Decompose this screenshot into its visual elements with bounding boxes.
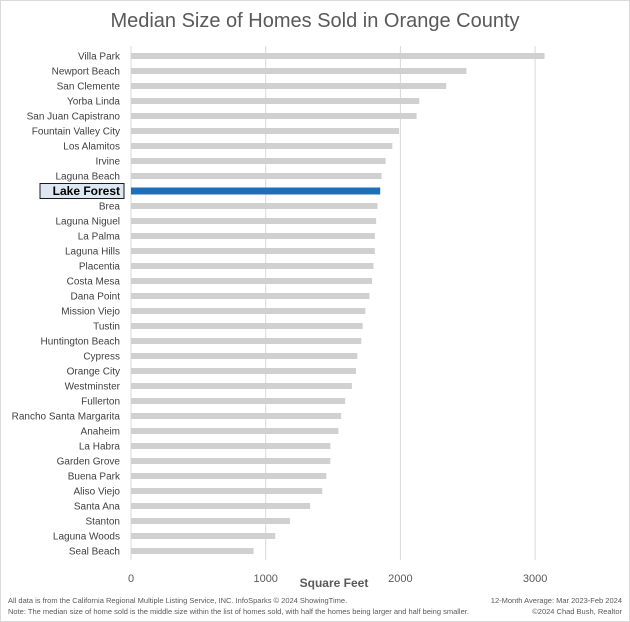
category-label: San Juan Capistrano <box>27 112 121 123</box>
x-axis-label: Square Feet <box>299 576 369 590</box>
bar-highlight <box>131 187 381 195</box>
bar <box>131 68 467 74</box>
x-tick-label-0: 0 <box>128 573 134 585</box>
category-label: Garden Grove <box>57 457 121 468</box>
category-label: Los Alamitos <box>63 142 120 153</box>
bar <box>131 443 331 449</box>
category-label: Tustin <box>93 322 120 333</box>
category-label: Newport Beach <box>52 67 120 78</box>
category-label: Laguna Niguel <box>56 217 121 228</box>
category-label: Irvine <box>96 157 121 168</box>
category-label: Dana Point <box>71 292 121 303</box>
bar <box>131 353 358 359</box>
category-label: Seal Beach <box>69 547 120 558</box>
category-label: La Habra <box>79 442 121 453</box>
bar <box>131 98 420 104</box>
highlight-label-box <box>39 183 125 199</box>
category-label: Westminster <box>65 382 121 393</box>
bar <box>131 413 342 419</box>
bar <box>131 383 352 389</box>
bar <box>131 203 378 209</box>
chart-title: Median Size of Homes Sold in Orange Coun… <box>110 10 520 32</box>
x-tick-label-3000: 3000 <box>523 573 547 585</box>
bar <box>131 368 356 374</box>
bar <box>131 398 346 404</box>
bar <box>131 293 370 299</box>
bar <box>131 158 386 164</box>
category-label: Fullerton <box>81 397 120 408</box>
bar <box>131 428 339 434</box>
bar <box>131 83 447 89</box>
category-label: Cypress <box>83 352 120 363</box>
footer-period: 12-Month Average: Mar 2023-Feb 2024 <box>490 596 622 605</box>
category-label: San Clemente <box>57 82 121 93</box>
bar <box>131 473 327 479</box>
bar <box>131 548 254 554</box>
bar <box>131 263 374 269</box>
category-label: Lake Forest <box>53 184 120 198</box>
bar <box>131 248 375 254</box>
category-label: Mission Viejo <box>61 307 120 318</box>
bar <box>131 128 400 134</box>
category-label: Laguna Beach <box>55 172 120 183</box>
bar <box>131 278 373 284</box>
footer-source: All data is from the California Regional… <box>8 596 348 605</box>
bar <box>131 488 323 494</box>
bar <box>131 173 382 179</box>
x-tick-label-1000: 1000 <box>253 573 277 585</box>
bar <box>131 338 362 344</box>
category-label: Aliso Viejo <box>73 487 120 498</box>
category-label: Anaheim <box>81 427 120 438</box>
bar <box>131 503 311 509</box>
bar <box>131 518 290 524</box>
x-tick-label-2000: 2000 <box>388 573 412 585</box>
category-label: Villa Park <box>78 52 121 63</box>
category-label: Placentia <box>79 262 121 273</box>
category-label: La Palma <box>78 232 121 243</box>
category-label: Santa Ana <box>74 502 121 513</box>
bar <box>131 218 377 224</box>
category-label: Costa Mesa <box>67 277 121 288</box>
bar <box>131 308 366 314</box>
category-label: Huntington Beach <box>40 337 120 348</box>
footer-note: Note: The median size of home sold is th… <box>8 607 469 616</box>
category-label: Yorba Linda <box>67 97 120 108</box>
bar <box>131 458 331 464</box>
bar <box>131 53 545 59</box>
footer-credit: ©2024 Chad Bush, Realtor <box>532 607 622 616</box>
bar <box>131 233 375 239</box>
category-label: Stanton <box>86 517 120 528</box>
bar <box>131 533 276 539</box>
bar-chart: 0 1000 2000 3000 Villa Park Newport Beach San … <box>12 46 547 585</box>
category-label: Laguna Woods <box>53 532 120 543</box>
category-label: Buena Park <box>68 472 121 483</box>
category-label: Fountain Valley City <box>32 127 120 138</box>
category-label: Rancho Santa Margarita <box>12 412 121 423</box>
bar <box>131 143 393 149</box>
category-label: Laguna Hills <box>65 247 120 258</box>
bar <box>131 113 417 119</box>
bar <box>131 323 363 329</box>
category-label: Orange City <box>67 367 120 378</box>
category-label: Brea <box>99 202 121 213</box>
